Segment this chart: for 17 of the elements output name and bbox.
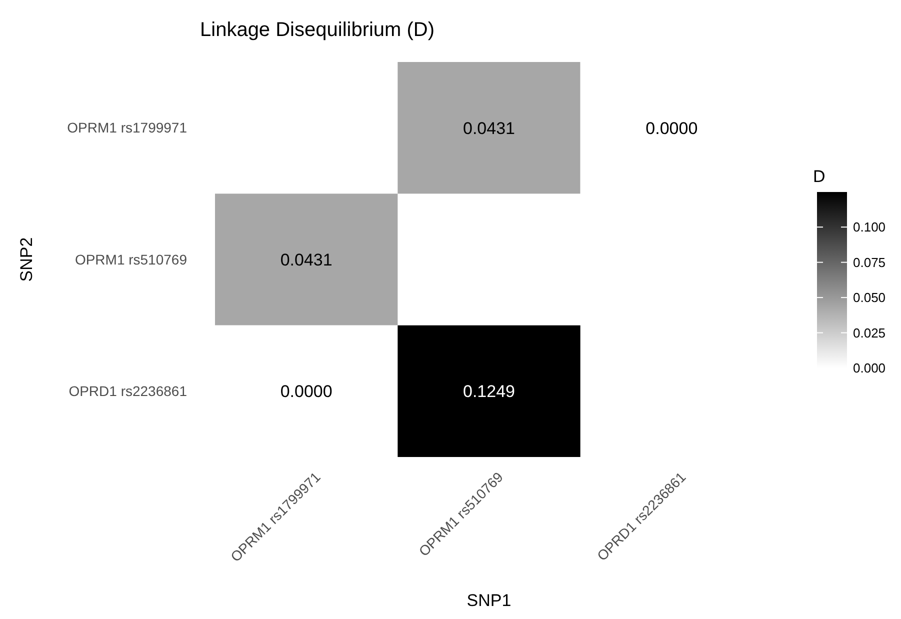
color-bar-label: 0.075: [853, 254, 886, 270]
data-label: 0.0431: [463, 118, 515, 138]
data-label: 0.0000: [280, 382, 332, 402]
y-tick-label: OPRD1 rs2236861: [68, 383, 188, 400]
legend-title: D: [813, 167, 826, 186]
x-axis-title: SNP1: [466, 591, 512, 610]
data-label: 0.0431: [280, 250, 332, 270]
data-label: 0.1249: [463, 382, 515, 402]
color-bar-label: 0.025: [853, 325, 886, 340]
y-tick-label: OPRM1 rs1799971: [67, 120, 188, 136]
color-bar-label: 0.100: [853, 220, 886, 235]
data-label: 0.0000: [646, 118, 698, 138]
color-bar-label: 0.050: [853, 290, 886, 306]
y-tick-label: OPRM1 rs510769: [74, 251, 188, 268]
chart-title: Linkage Disequilibrium (D): [200, 19, 435, 41]
y-axis-title: SNP2: [17, 237, 36, 282]
color-bar-label: 0.000: [853, 360, 886, 376]
